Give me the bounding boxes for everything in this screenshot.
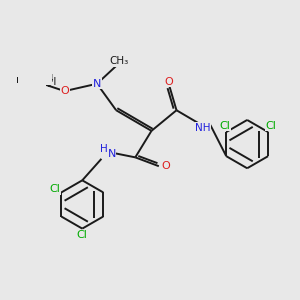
Text: O: O: [161, 161, 170, 171]
Text: Cl: Cl: [77, 230, 88, 240]
Text: NH: NH: [195, 123, 211, 133]
Text: Cl: Cl: [266, 121, 277, 130]
Text: methyl: methyl: [17, 74, 53, 84]
Text: O: O: [60, 86, 69, 96]
Text: N: N: [107, 149, 116, 159]
Text: CH₃: CH₃: [21, 73, 40, 83]
Text: methyl: methyl: [20, 77, 56, 87]
Text: CH₃: CH₃: [110, 56, 129, 66]
Text: N: N: [93, 79, 101, 89]
Text: Cl: Cl: [50, 184, 60, 194]
Text: H: H: [100, 143, 108, 154]
Text: O: O: [165, 77, 173, 87]
Text: methyl: methyl: [16, 75, 52, 85]
Text: Cl: Cl: [219, 121, 230, 130]
